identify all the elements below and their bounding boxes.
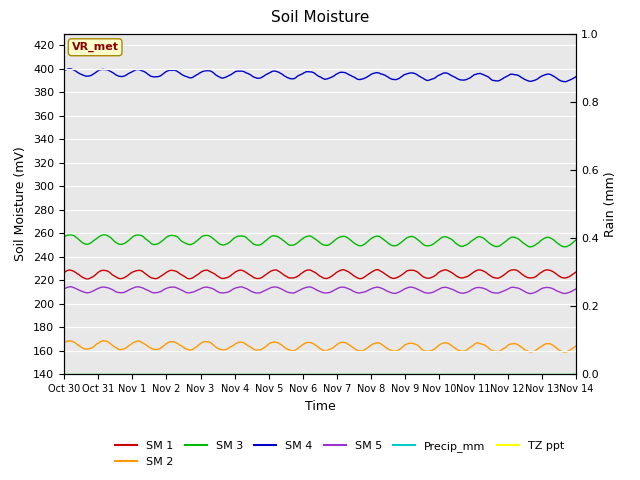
SM 1	[399, 272, 406, 277]
SM 5	[383, 288, 390, 294]
SM 4	[175, 70, 182, 75]
SM 5	[70, 285, 78, 290]
Precip_mm	[174, 372, 182, 377]
SM 1	[202, 267, 209, 273]
SM 2	[572, 343, 580, 349]
SM 2	[202, 339, 209, 345]
Line: SM 4: SM 4	[64, 69, 576, 82]
TZ ppt	[122, 371, 130, 377]
SM 4	[561, 79, 569, 84]
SM 2	[383, 345, 390, 351]
SM 5	[67, 284, 75, 289]
SM 3	[123, 239, 131, 245]
SM 1	[383, 273, 391, 278]
SM 3	[175, 235, 182, 241]
Precip_mm	[572, 372, 580, 377]
SM 4	[123, 72, 131, 78]
SM 1	[60, 270, 68, 276]
TZ ppt	[572, 371, 580, 377]
SM 3	[397, 239, 405, 245]
SM 3	[102, 232, 109, 238]
SM 3	[69, 232, 77, 238]
SM 4	[383, 73, 390, 79]
SM 5	[123, 288, 131, 294]
SM 2	[560, 349, 568, 355]
TZ ppt	[69, 371, 77, 377]
Line: SM 3: SM 3	[64, 235, 576, 247]
SM 3	[60, 234, 68, 240]
SM 4	[70, 67, 78, 73]
SM 4	[60, 68, 68, 73]
X-axis label: Time: Time	[305, 400, 335, 413]
Line: SM 2: SM 2	[64, 340, 576, 352]
Line: SM 5: SM 5	[64, 287, 576, 294]
SM 1	[123, 274, 131, 279]
SM 4	[202, 68, 209, 73]
SM 3	[527, 244, 534, 250]
SM 3	[383, 239, 390, 245]
Y-axis label: Soil Moisture (mV): Soil Moisture (mV)	[15, 146, 28, 262]
SM 5	[572, 286, 580, 292]
SM 5	[175, 286, 182, 292]
TZ ppt	[397, 371, 404, 377]
SM 1	[175, 270, 182, 276]
SM 1	[69, 268, 77, 274]
SM 5	[60, 286, 68, 291]
SM 2	[397, 345, 405, 351]
SM 4	[572, 74, 580, 80]
SM 2	[69, 339, 77, 345]
Precip_mm	[397, 372, 404, 377]
TZ ppt	[60, 371, 68, 377]
SM 2	[60, 340, 68, 346]
SM 5	[397, 288, 405, 294]
Precip_mm	[60, 372, 68, 377]
SM 3	[572, 237, 580, 243]
Precip_mm	[382, 372, 390, 377]
Title: Soil Moisture: Soil Moisture	[271, 11, 369, 25]
SM 2	[123, 345, 131, 350]
SM 3	[202, 233, 209, 239]
Line: SM 1: SM 1	[64, 270, 576, 279]
Text: VR_met: VR_met	[72, 42, 118, 52]
SM 5	[202, 284, 209, 290]
Legend: SM 1, SM 2, SM 3, SM 4, SM 5, Precip_mm, TZ ppt: SM 1, SM 2, SM 3, SM 4, SM 5, Precip_mm,…	[111, 437, 568, 471]
SM 4	[397, 74, 405, 80]
TZ ppt	[174, 371, 182, 377]
SM 5	[527, 291, 534, 297]
SM 2	[175, 341, 182, 347]
Precip_mm	[69, 372, 77, 377]
Y-axis label: Rain (mm): Rain (mm)	[604, 171, 617, 237]
SM 1	[84, 276, 92, 282]
SM 1	[572, 269, 580, 275]
Precip_mm	[122, 372, 130, 377]
SM 1	[374, 267, 381, 273]
TZ ppt	[382, 371, 390, 377]
TZ ppt	[201, 371, 209, 377]
SM 4	[66, 66, 74, 72]
SM 2	[99, 337, 107, 343]
Precip_mm	[201, 372, 209, 377]
